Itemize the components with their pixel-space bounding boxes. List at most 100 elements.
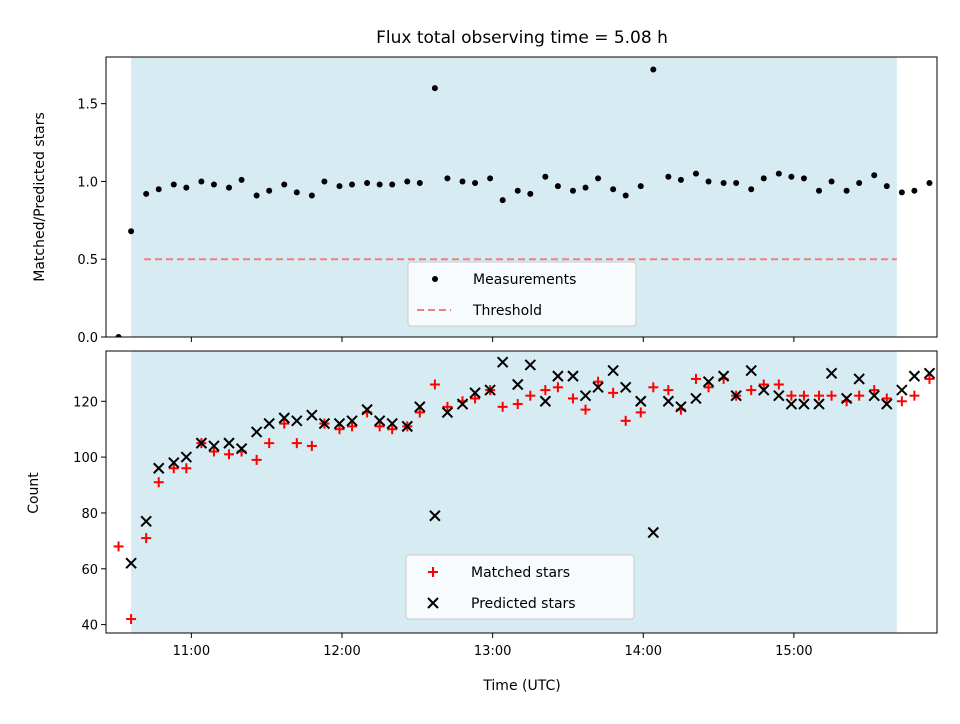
measurement-point: [293, 189, 300, 196]
measurement-point: [226, 184, 233, 191]
measurement-point: [128, 228, 135, 235]
predicted-stars-point: [730, 389, 742, 402]
predicted-stars-point: [456, 398, 469, 410]
measurement-point: [404, 178, 411, 185]
top-panel-ratio: 0.0 0.5 1.0 1.5 Measurements Threshold: [77, 56, 938, 346]
matched-stars-point: [648, 382, 659, 393]
matched-stars-point: [168, 463, 179, 474]
predicted-stars-point: [401, 420, 413, 433]
predicted-stars-point: [675, 401, 687, 413]
matched-stars-point: [208, 446, 219, 457]
measurement-point: [364, 180, 371, 186]
predicted-stars-point: [840, 392, 853, 405]
legend-marker-measurements: [432, 276, 438, 282]
matched-stars-point: [567, 393, 578, 404]
matched-stars-point: [580, 404, 591, 415]
matched-stars-point: [141, 533, 152, 544]
legend-box: [405, 554, 635, 620]
measurement-point: [472, 180, 479, 186]
predicted-stars-point: [923, 367, 936, 380]
predicted-stars-point: [263, 417, 275, 430]
y-tick-label: 120: [73, 395, 98, 410]
chart-title: Flux total observing time = 5.08 h: [376, 28, 668, 48]
matched-stars-point: [181, 463, 192, 474]
measurement-point: [527, 190, 534, 197]
measurement-point: [542, 173, 549, 180]
matched-stars-point: [306, 440, 317, 451]
predicted-stars-point: [690, 392, 702, 405]
predicted-stars-point: [291, 415, 303, 427]
predicted-stars-point: [745, 364, 757, 377]
predicted-stars-point: [195, 437, 208, 449]
measurement-point: [514, 187, 521, 194]
measurement-point: [115, 334, 122, 337]
predicted-stars-point: [607, 364, 619, 377]
predicted-stars-point: [758, 384, 770, 396]
predicted-stars-point: [346, 415, 358, 427]
measurement-point: [692, 170, 699, 177]
predicted-stars-point: [125, 557, 137, 569]
measurement-point: [336, 183, 343, 190]
measurement-point: [198, 178, 205, 185]
y-tick-label: 80: [81, 507, 98, 522]
measurement-point: [677, 176, 684, 183]
x-tick-label: 12:00: [323, 644, 360, 659]
matched-stars-point: [429, 379, 440, 390]
measurement-point: [569, 187, 576, 194]
predicted-stars-point: [647, 526, 660, 539]
measurement-point: [637, 183, 644, 190]
matched-stars-point: [552, 382, 563, 393]
matched-stars-point: [663, 385, 674, 396]
x-tick-label: 15:00: [775, 644, 812, 659]
matched-stars-point: [937, 380, 947, 390]
predicted-stars-point: [773, 389, 785, 402]
predicted-stars-point: [662, 395, 675, 407]
predicted-stars-point: [168, 456, 180, 469]
measurement-point: [650, 66, 657, 73]
matched-stars-point: [869, 385, 880, 396]
matched-stars-point: [279, 418, 290, 429]
measurement-point: [775, 170, 782, 177]
measurement-point: [143, 190, 150, 197]
matched-stars-point: [153, 477, 164, 488]
measurement-point: [748, 186, 755, 193]
matched-stars-point: [442, 401, 453, 412]
predicted-stars-point: [278, 412, 290, 424]
measurement-point: [253, 192, 260, 199]
measurement-point: [760, 175, 767, 182]
legend-box: [407, 261, 637, 327]
x-axis-label: Time (UTC): [482, 678, 560, 694]
predicted-stars-point: [140, 515, 152, 528]
predicted-stars-point: [180, 451, 193, 463]
measurement-point: [487, 175, 494, 182]
measurement-point: [183, 184, 190, 191]
matched-stars-point: [525, 390, 536, 401]
measurement-point: [816, 187, 823, 194]
matched-stars-point: [635, 407, 646, 418]
measurement-point: [238, 176, 245, 183]
matched-stars-point: [264, 438, 275, 449]
predicted-stars-point: [429, 510, 441, 522]
measurement-point: [843, 187, 850, 194]
predicted-stars-point: [414, 401, 426, 413]
matched-stars-point: [593, 376, 604, 387]
axes-frame: [105, 56, 938, 338]
plot-area: [113, 356, 947, 625]
measurement-point: [431, 85, 438, 92]
x-tick-label: 14:00: [625, 644, 662, 659]
top-y-axis-label: Matched/Predicted stars: [32, 112, 48, 282]
measurement-point: [266, 187, 273, 194]
measurement-point: [856, 180, 863, 186]
predicted-stars-point: [592, 381, 604, 394]
predicted-stars-point: [386, 417, 398, 430]
predicted-stars-point: [868, 389, 880, 402]
measurement-point: [582, 184, 589, 191]
y-tick-label: 1.5: [77, 98, 98, 113]
measurement-point: [170, 181, 177, 188]
x-tick-label: 13:00: [474, 644, 511, 659]
measurement-point: [416, 180, 423, 186]
predicted-stars-point: [702, 376, 715, 388]
bottom-y-axis-label: Count: [26, 472, 42, 514]
measurement-point: [926, 180, 933, 186]
predicted-stars-point: [524, 359, 536, 371]
